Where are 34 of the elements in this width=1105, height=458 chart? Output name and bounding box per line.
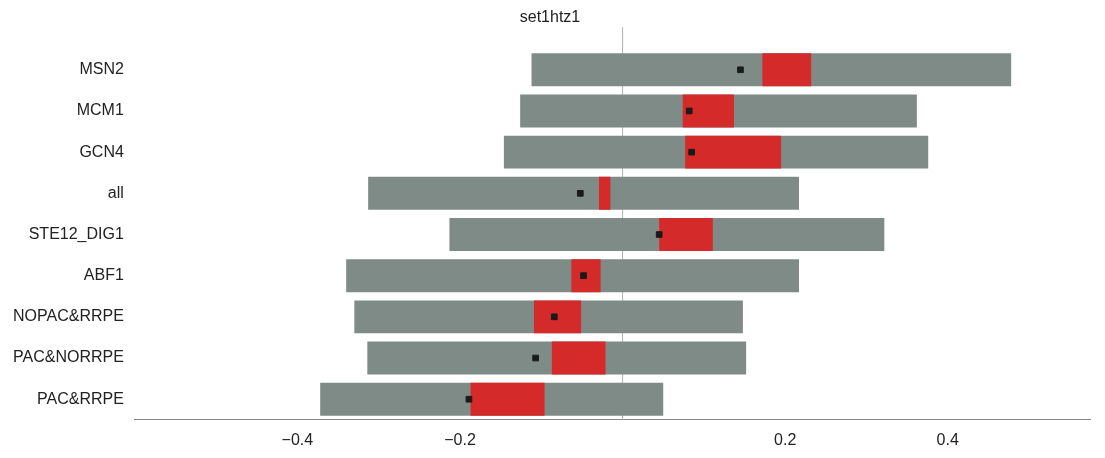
bar [368,176,799,210]
bar [685,135,782,169]
bar [762,53,812,87]
point [655,231,663,238]
point [580,272,587,280]
y-tick-label: NOPAC&RRPE [12,307,124,325]
x-tick-label: 0.2 [774,430,797,448]
point [737,66,744,74]
y-tick-label: MCM1 [76,101,124,119]
bar [346,259,799,293]
bar [599,176,611,210]
bar [533,300,582,334]
y-tick-label: ABF1 [83,266,124,284]
bar [571,259,601,293]
point [688,148,696,156]
y-tick-label: PAC&RRPE [36,389,124,407]
y-tick-label: MSN2 [79,60,124,78]
y-tick-label: all [107,183,124,201]
point [532,354,539,362]
bar [551,341,606,375]
point [550,313,558,321]
y-tick-label: PAC&NORRPE [12,348,124,366]
bar [682,94,734,128]
y-tick-label: GCN4 [79,142,124,160]
bar [470,382,545,416]
bar [659,218,713,251]
point [576,189,584,197]
chart-title: set1htz1 [519,8,581,26]
x-tick-label: −0.4 [281,430,314,448]
point [685,107,693,115]
point [465,395,473,403]
x-tick-label: 0.4 [936,430,959,448]
y-tick-label: STE12_DIG1 [28,224,124,243]
x-tick-label: −0.2 [444,430,476,448]
